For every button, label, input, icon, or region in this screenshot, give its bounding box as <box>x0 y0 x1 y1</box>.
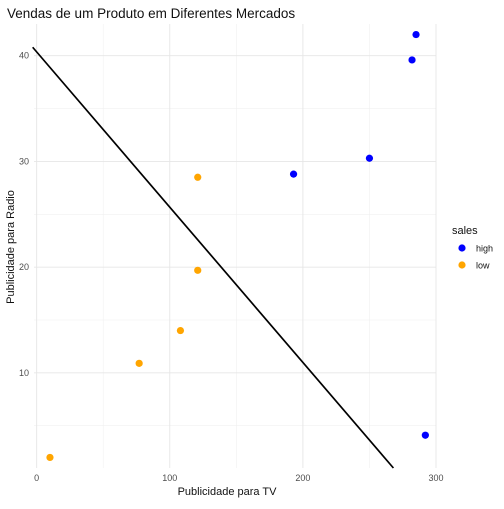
y-axis-title: Publicidade para Radio <box>5 190 17 304</box>
data-point-high <box>289 170 298 178</box>
data-point-high <box>408 56 416 64</box>
data-point-low <box>46 453 54 462</box>
legend-key-low <box>458 261 466 269</box>
data-point-low <box>135 359 143 367</box>
x-tick-label: 300 <box>428 473 443 483</box>
legend-label-low: low <box>476 261 490 271</box>
data-point-low <box>194 266 202 274</box>
legend-key-high <box>458 244 466 252</box>
legend: sales high low <box>452 225 493 271</box>
legend-label-high: high <box>476 244 493 254</box>
data-point-high <box>412 30 420 39</box>
y-tick-label: 20 <box>19 262 29 272</box>
chart-title: Vendas de um Produto em Diferentes Merca… <box>7 6 295 21</box>
x-tick-label: 0 <box>34 473 39 483</box>
y-tick-label: 30 <box>19 156 29 166</box>
y-tick-label: 40 <box>19 51 29 61</box>
x-axis-title: Publicidade para TV <box>178 486 278 498</box>
tick-labels: 0 100 200 300 10 20 30 40 <box>19 51 444 483</box>
fit-line <box>32 46 395 469</box>
legend-items: high low <box>458 244 493 271</box>
y-tick-label: 10 <box>19 368 29 378</box>
data-point-high <box>421 431 429 439</box>
data-point-low <box>194 173 202 181</box>
data-point-low <box>176 326 185 335</box>
x-tick-label: 100 <box>162 473 177 483</box>
data-point-high <box>365 154 374 162</box>
data-points <box>46 30 429 462</box>
legend-title: sales <box>452 225 478 237</box>
x-tick-label: 200 <box>295 473 310 483</box>
fit-line-layer <box>32 46 395 469</box>
